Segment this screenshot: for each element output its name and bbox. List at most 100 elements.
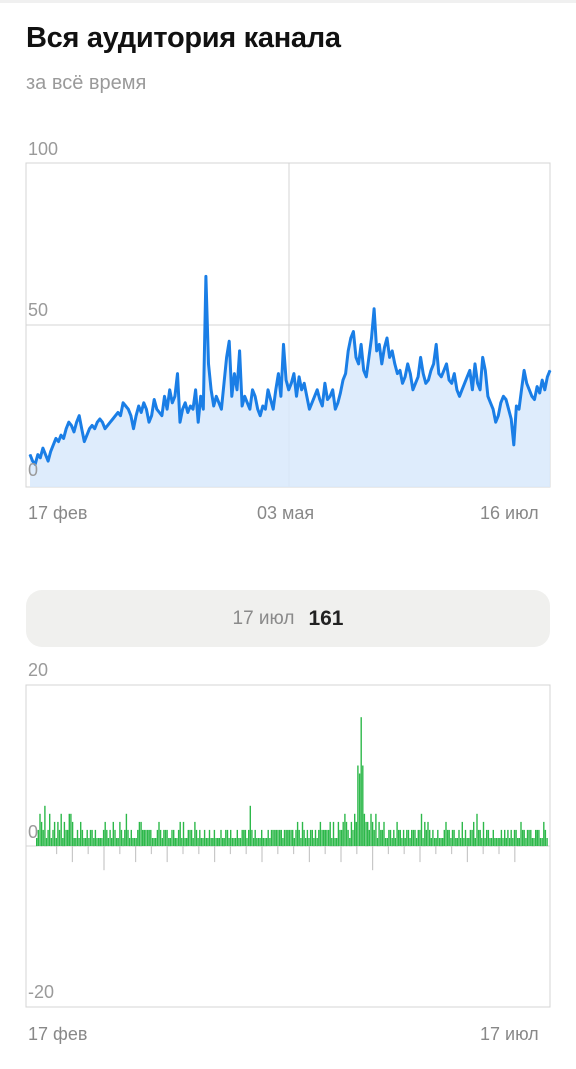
chart2-bar [334, 838, 336, 847]
chart1-point [383, 347, 385, 349]
chart1-point [358, 363, 360, 365]
chart1-point [166, 408, 168, 410]
chart2-bar [158, 821, 160, 847]
chart2-bar [202, 838, 204, 847]
chart2-bar [179, 821, 181, 847]
chart1-point [360, 343, 362, 345]
chart1-point [492, 408, 494, 410]
chart1-point [29, 454, 31, 456]
chart2-bar [282, 838, 284, 847]
chart1-point [326, 398, 329, 401]
chart1-point [65, 428, 67, 430]
chart2-bar [132, 838, 134, 847]
chart2-bar [197, 838, 199, 847]
chart2-bar [89, 829, 92, 846]
chart2-bar [283, 829, 286, 846]
selected-day-summary[interactable]: 17 июл 161 [26, 590, 550, 647]
chart2-bar [292, 829, 294, 846]
chart2-bar [111, 838, 113, 847]
chart1-point [151, 415, 153, 417]
chart2-bar [456, 838, 459, 847]
chart1-area [30, 276, 550, 487]
chart2-bar [362, 765, 364, 846]
chart2-bar [497, 838, 499, 847]
chart2-bar [306, 829, 309, 846]
chart2-bar [367, 821, 369, 847]
chart1-point [523, 369, 525, 371]
chart2-bar [332, 821, 335, 847]
chart1-point [417, 376, 419, 378]
chart2-bar [215, 838, 217, 847]
chart2-bar [308, 838, 310, 847]
chart2-bar [490, 838, 493, 847]
chart1-xtick-end: 16 июл [480, 503, 539, 523]
chart1-point [200, 395, 202, 397]
chart1-point [520, 389, 523, 391]
chart2-bar [393, 829, 395, 846]
chart1-point [536, 386, 538, 388]
chart2-bar [169, 838, 172, 847]
chart1-point [295, 395, 298, 397]
chart2-bar [264, 838, 266, 847]
chart1-point [528, 389, 530, 391]
chart2-bar [502, 838, 504, 847]
audience-line-chart[interactable] [0, 0, 576, 500]
chart1-point [94, 428, 96, 430]
chart1-point [526, 382, 528, 384]
chart2-bar [39, 813, 41, 846]
chart2-bar [102, 829, 105, 846]
chart1-point [539, 392, 541, 394]
chart2-bar [269, 838, 271, 847]
chart2-bar [106, 829, 108, 846]
chart2-bar [187, 829, 189, 846]
chart2-bar [80, 821, 82, 847]
chart2-bar [420, 813, 423, 846]
chart2-bar-negative [403, 846, 405, 855]
chart1-point [277, 373, 279, 375]
chart1-point [339, 392, 341, 394]
chart1-point [241, 405, 243, 407]
chart2-bar [200, 838, 203, 847]
chart1-point [533, 398, 536, 401]
chart2-bar [115, 838, 118, 847]
chart1-point [272, 408, 274, 410]
chart1-point [412, 389, 414, 391]
chart1-point [112, 418, 114, 420]
chart1-point [368, 356, 370, 358]
chart2-bar [163, 829, 165, 846]
chart2-bar [55, 838, 57, 847]
chart2-bar [450, 838, 452, 847]
chart2-bar [155, 838, 157, 847]
chart2-bar [415, 838, 418, 847]
chart1-point [251, 389, 254, 391]
chart2-bar [210, 838, 212, 847]
chart1-point [407, 363, 409, 365]
chart2-bar [98, 838, 100, 847]
chart1-point [70, 424, 72, 426]
chart1-point [96, 421, 98, 423]
chart2-bar [148, 829, 150, 846]
chart2-bar [422, 838, 424, 847]
chart1-point [484, 369, 486, 371]
chart2-bar [261, 829, 263, 846]
chart2-bar [174, 838, 176, 847]
chart1-point [50, 450, 52, 452]
chart2-bar [300, 838, 302, 847]
chart2-bar [303, 829, 305, 846]
chart1-xtick-mid: 03 мая [257, 503, 315, 523]
chart2-bar-negative [119, 846, 121, 855]
chart2-bar [277, 829, 279, 846]
chart2-bar [83, 838, 85, 847]
chart1-point [425, 382, 427, 384]
chart2-bar [194, 821, 196, 847]
chart2-bar [86, 829, 88, 846]
chart1-point [122, 402, 124, 404]
chart2-bar [254, 829, 256, 846]
chart2-bar [249, 805, 251, 847]
chart2-bar [311, 829, 313, 846]
chart2-bar [384, 838, 387, 847]
chart2-bar [265, 838, 268, 847]
chart2-bar [78, 838, 80, 847]
chart1-point [469, 369, 471, 371]
